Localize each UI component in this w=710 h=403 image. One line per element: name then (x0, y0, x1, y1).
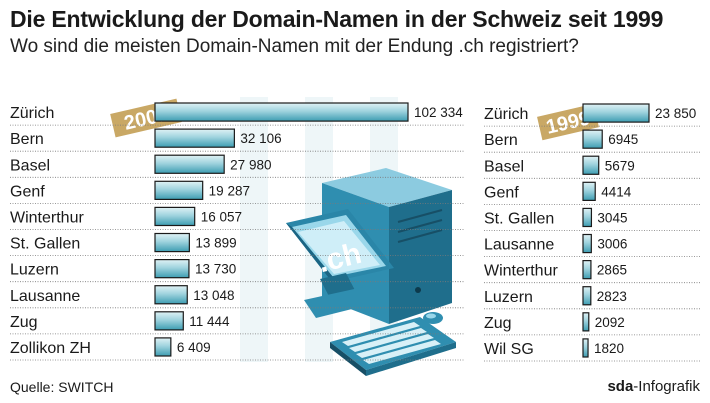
bar (154, 337, 172, 357)
category-label: Wil SG (484, 341, 534, 358)
bar (582, 207, 593, 228)
category-label: Luzern (10, 262, 59, 279)
category-label: Luzern (484, 289, 533, 306)
value-label: 1820 (594, 341, 624, 356)
bar (154, 285, 188, 305)
value-label: 13 730 (195, 262, 236, 277)
value-label: 102 334 (414, 105, 463, 120)
value-label: 6 409 (177, 340, 211, 355)
value-label: 2092 (595, 315, 625, 330)
category-label: Zug (10, 314, 38, 331)
value-label: 16 057 (201, 209, 242, 224)
category-label: St. Gallen (484, 210, 554, 227)
value-label: 11 444 (189, 314, 230, 329)
credit-rest: -Infografik (633, 378, 700, 395)
bar (154, 154, 225, 174)
value-label: 6945 (608, 132, 638, 147)
category-label: Zollikon ZH (10, 340, 91, 357)
bar (154, 180, 204, 201)
category-label: Genf (484, 184, 519, 201)
category-label: Zug (484, 315, 512, 332)
category-label: Winterthur (10, 209, 84, 226)
value-label: 32 106 (240, 131, 281, 146)
value-label: 19 287 (209, 183, 250, 198)
value-label: 13 048 (193, 288, 234, 303)
category-label: Bern (10, 131, 44, 148)
bar (582, 129, 603, 149)
bar (582, 286, 592, 306)
bar (154, 311, 184, 331)
bar (582, 260, 592, 280)
bar (582, 155, 600, 175)
computer-illustration: .ch (286, 168, 456, 376)
chart-title: Die Entwicklung der Domain-Namen in der … (10, 6, 664, 32)
category-label: Genf (10, 183, 45, 200)
value-label: 27 980 (230, 157, 271, 172)
category-label: Basel (10, 157, 50, 174)
bar (582, 181, 596, 202)
bar (582, 103, 650, 123)
value-label: 3006 (597, 237, 627, 252)
category-label: Zürich (10, 105, 54, 122)
value-label: 23 850 (655, 106, 696, 121)
bar (582, 233, 592, 254)
chart-subtitle: Wo sind die meisten Domain-Namen mit der… (10, 36, 579, 57)
value-label: 13 899 (195, 236, 236, 251)
source-note: Quelle: SWITCH (10, 379, 114, 395)
bar (154, 206, 196, 227)
bar (582, 312, 590, 332)
category-label: Basel (484, 158, 524, 175)
category-label: Zürich (484, 106, 528, 123)
bar (154, 259, 190, 279)
category-label: Lausanne (484, 237, 554, 254)
credit-label: sda-Infografik (607, 378, 700, 395)
bar (154, 102, 409, 122)
credit-brand: sda (607, 378, 634, 395)
category-label: Bern (484, 132, 518, 149)
category-label: Lausanne (10, 288, 80, 305)
bar (154, 128, 235, 148)
bar (582, 338, 589, 358)
value-label: 2823 (597, 289, 627, 304)
bar (154, 232, 190, 253)
value-label: 3045 (597, 210, 627, 225)
category-label: St. Gallen (10, 236, 80, 253)
value-label: 5679 (605, 158, 635, 173)
category-label: Winterthur (484, 263, 558, 280)
value-label: 2865 (597, 263, 627, 278)
value-label: 4414 (601, 184, 632, 199)
